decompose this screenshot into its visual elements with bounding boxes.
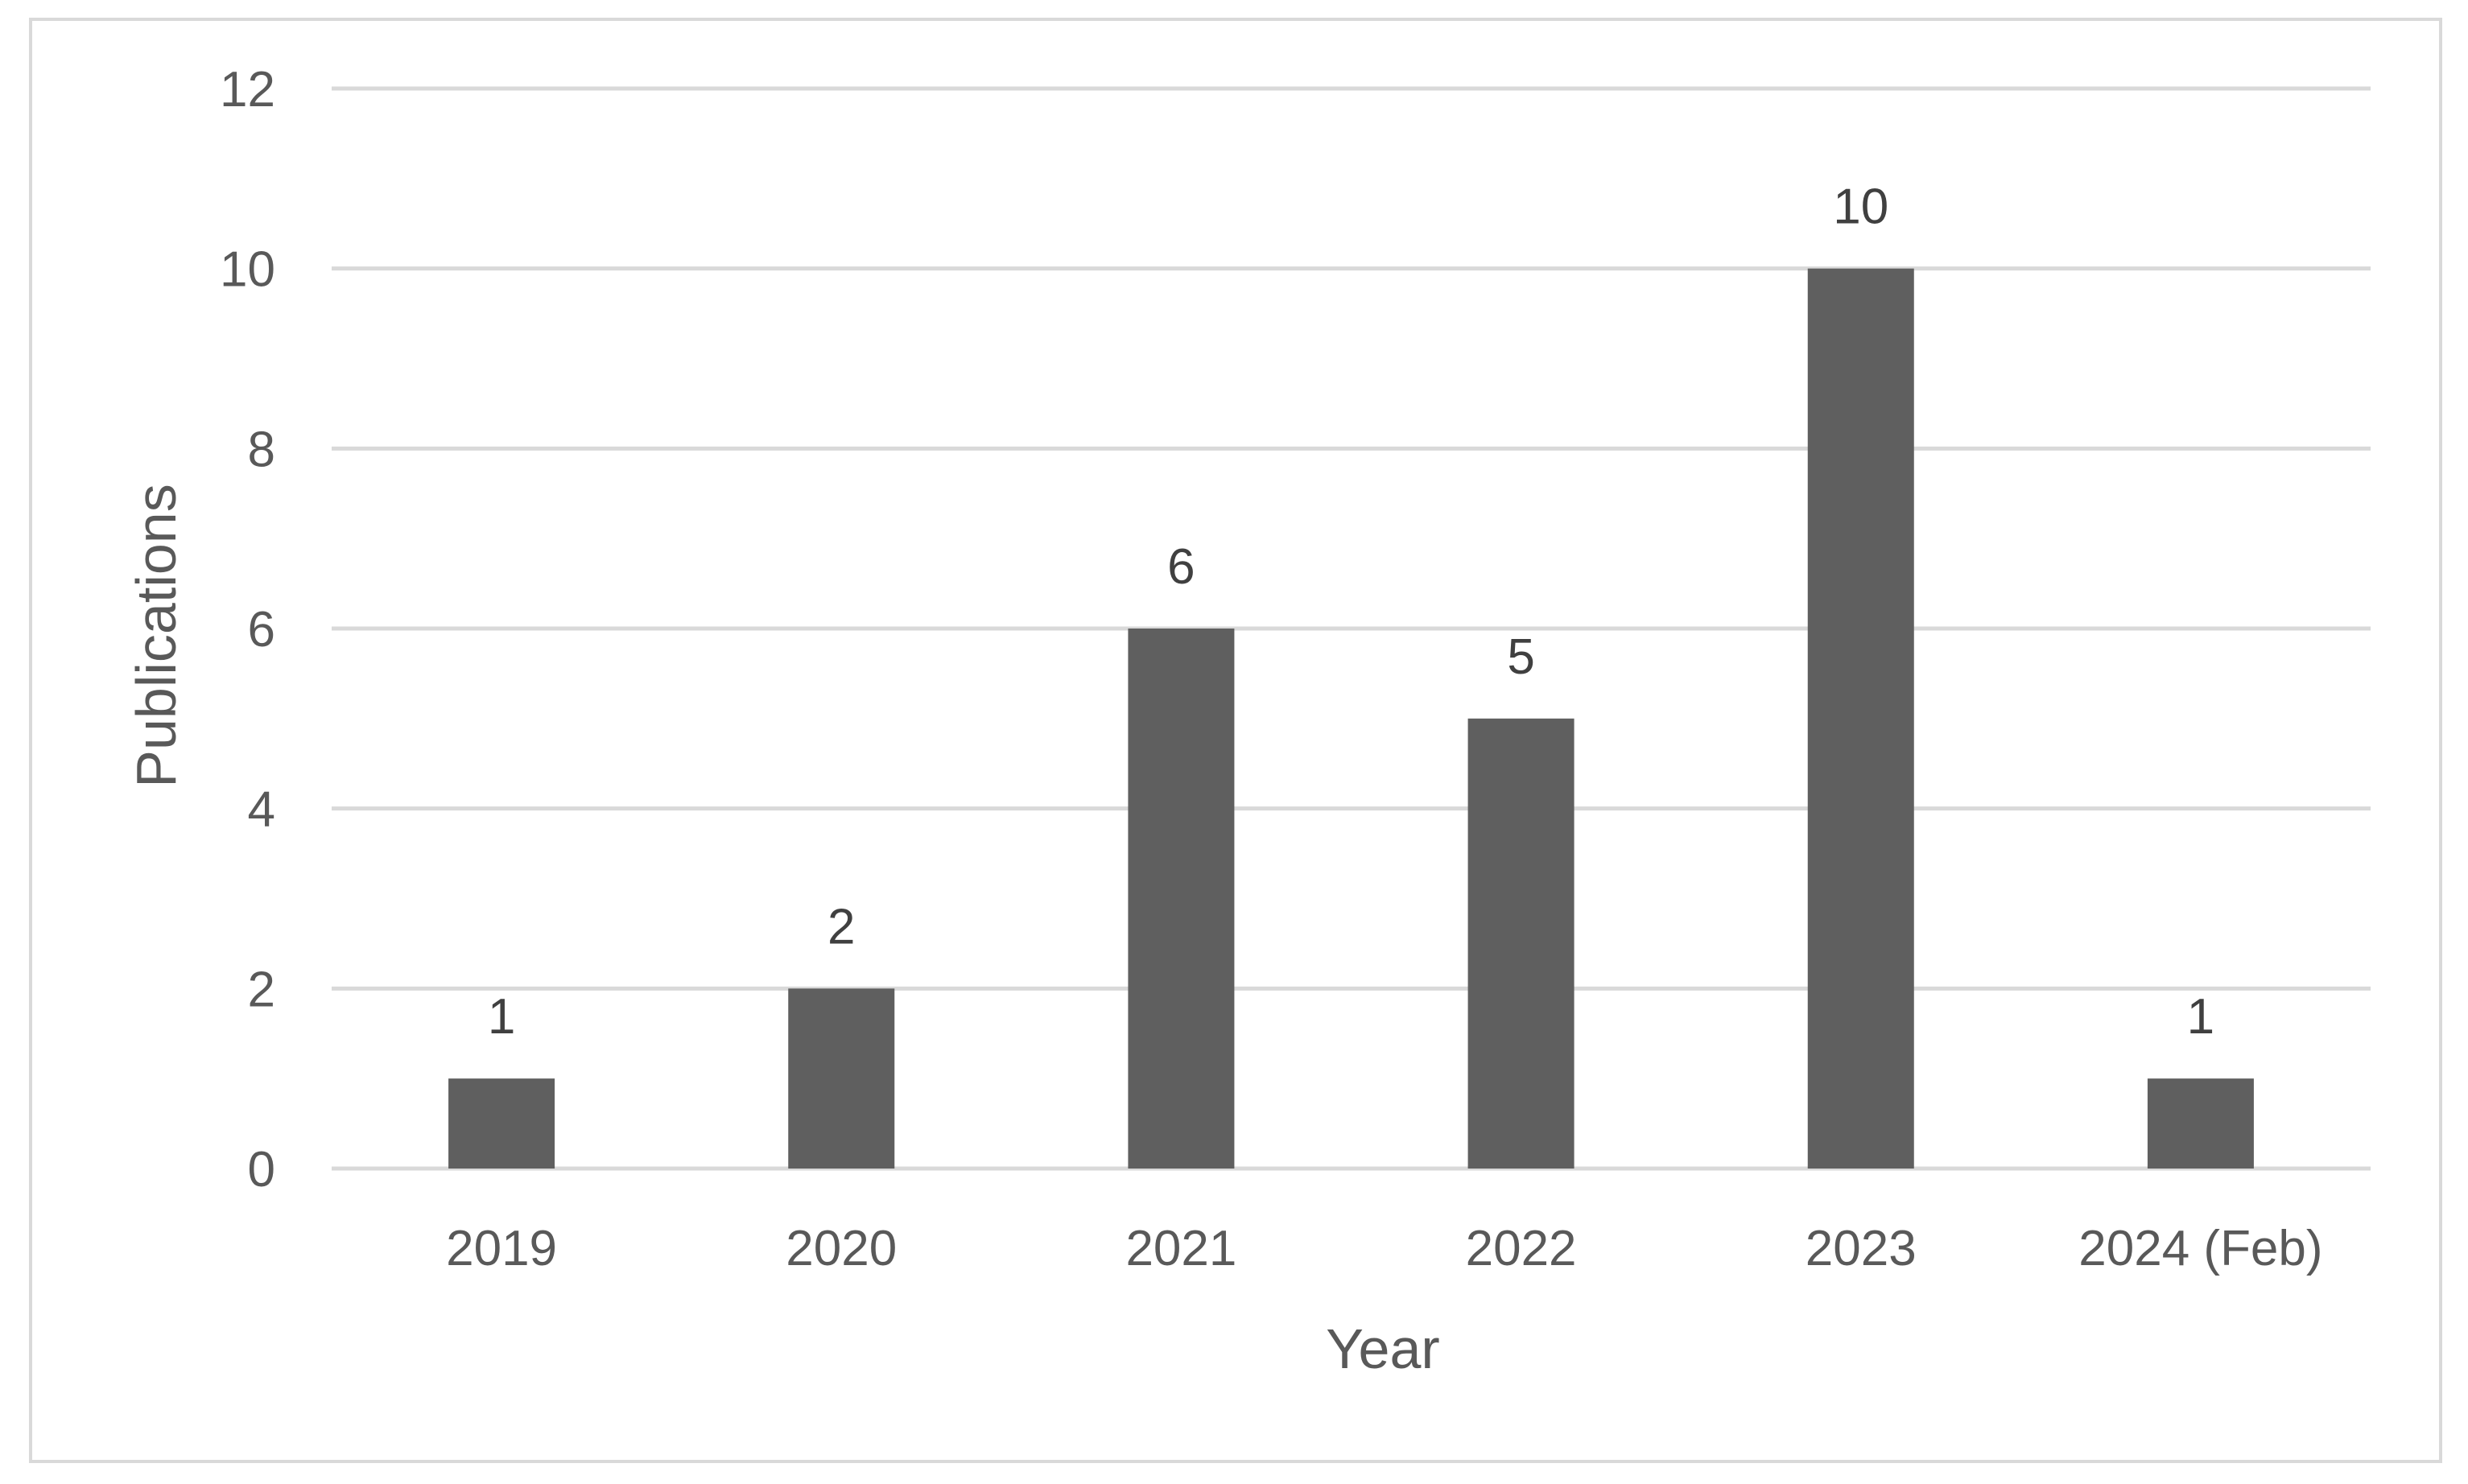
- bar-2023: [1807, 268, 1914, 1169]
- y-axis-ticks: 0 2 4 6 8 10 12: [220, 62, 275, 1198]
- y-tick-label: 2: [248, 962, 275, 1017]
- data-label: 5: [1507, 629, 1534, 685]
- data-label: 6: [1167, 539, 1195, 595]
- x-axis-ticks: 2019 2020 2021 2022 2023 2024 (Feb): [446, 1221, 2322, 1276]
- y-axis-title: Publications: [125, 484, 188, 787]
- bar-2024-feb: [2147, 1078, 2254, 1169]
- y-tick-label: 0: [248, 1142, 275, 1198]
- x-tick-label: 2023: [1806, 1221, 1917, 1276]
- data-label: 1: [488, 989, 515, 1045]
- data-label: 1: [2187, 989, 2214, 1045]
- y-tick-label: 4: [248, 782, 275, 838]
- x-tick-label: 2022: [1466, 1221, 1577, 1276]
- y-tick-label: 12: [220, 62, 275, 117]
- data-label: 10: [1833, 179, 1888, 235]
- bar-2022: [1467, 718, 1574, 1169]
- gridlines: [332, 86, 2371, 1171]
- y-tick-label: 6: [248, 602, 275, 657]
- x-tick-label: 2021: [1125, 1221, 1236, 1276]
- bar-2019: [448, 1078, 555, 1169]
- bars: [448, 268, 2254, 1169]
- chart-frame: [29, 18, 2442, 1463]
- x-tick-label: 2020: [786, 1221, 897, 1276]
- data-labels: 1 2 6 5 10 1: [488, 179, 2214, 1045]
- x-tick-label: 2019: [446, 1221, 557, 1276]
- data-label: 2: [827, 899, 855, 954]
- y-tick-label: 8: [248, 422, 275, 477]
- x-tick-label: 2024 (Feb): [2078, 1221, 2322, 1276]
- x-axis-title: Year: [1326, 1317, 1439, 1380]
- bar-2021: [1128, 629, 1235, 1169]
- bar-2020: [788, 988, 895, 1169]
- y-tick-label: 10: [220, 242, 275, 298]
